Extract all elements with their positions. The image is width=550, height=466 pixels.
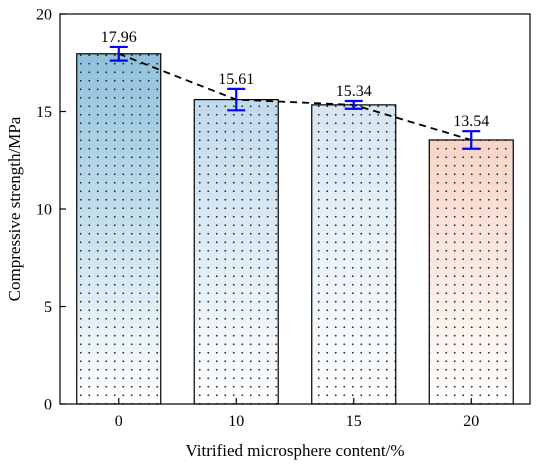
- data-label-10: 15.61: [218, 71, 254, 88]
- bar-10-pattern: [193, 99, 279, 405]
- x-axis-ticks: 0 10 15 20: [115, 398, 479, 430]
- y-axis-title: Compressive strength/MPa: [5, 116, 24, 301]
- y-tick-label-5: 5: [44, 299, 52, 316]
- x-axis-title: Vitrified microsphere content/%: [186, 441, 405, 460]
- y-axis-ticks: 0 5 10 15 20: [36, 7, 66, 414]
- x-tick-label-10: 10: [228, 413, 244, 430]
- error-bars-group: [109, 45, 481, 150]
- data-labels-group: 17.96 15.61 15.34 13.54: [101, 29, 490, 130]
- trend-line-group: [118, 52, 472, 141]
- y-tick-label-10: 10: [36, 202, 52, 219]
- x-tick-label-20: 20: [463, 413, 479, 430]
- y-tick-label-0: 0: [44, 397, 52, 414]
- x-tick-label-0: 0: [115, 413, 123, 430]
- bar-20-pattern: [428, 139, 514, 405]
- bar-0-pattern: [76, 53, 162, 405]
- data-label-15: 15.34: [336, 83, 372, 100]
- x-tick-label-15: 15: [346, 413, 362, 430]
- data-label-20: 13.54: [453, 113, 489, 130]
- bar-15-pattern: [311, 104, 397, 405]
- trend-line: [118, 52, 472, 141]
- y-tick-label-20: 20: [36, 7, 52, 24]
- y-tick-label-15: 15: [36, 104, 52, 121]
- bars-group: [76, 53, 514, 405]
- data-label-0: 17.96: [101, 29, 137, 46]
